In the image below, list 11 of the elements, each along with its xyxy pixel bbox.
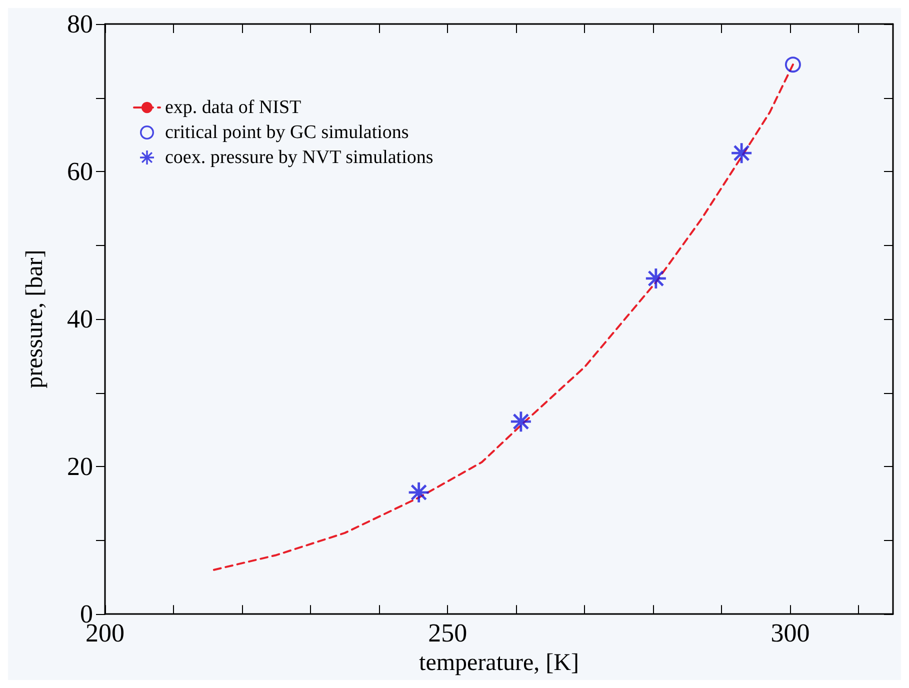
x-tick-label: 300	[770, 618, 810, 648]
legend-label: coex. pressure by NVT simulations	[165, 147, 434, 168]
x-axis-title: temperature, [K]	[419, 650, 579, 676]
legend-label: critical point by GC simulations	[165, 122, 409, 143]
y-tick-label: 60	[67, 157, 93, 186]
y-tick-label: 20	[67, 452, 93, 482]
x-tick-label: 250	[428, 618, 468, 648]
y-tick-label: 40	[67, 304, 93, 334]
legend-label: exp. data of NIST	[165, 97, 302, 118]
y-axis-title: pressure, [bar]	[22, 250, 48, 388]
y-tick-label: 80	[67, 10, 93, 38]
